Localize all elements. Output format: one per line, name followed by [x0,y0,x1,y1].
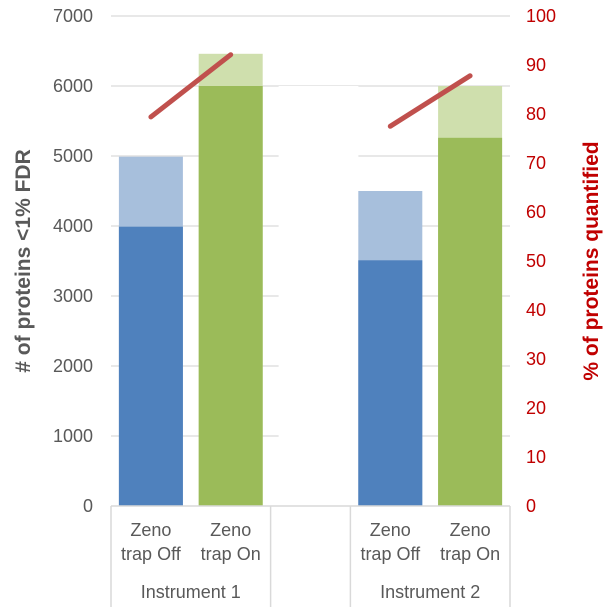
left-axis-title: # of proteins <1% FDR [12,149,35,372]
category-label: trap Off [121,544,182,564]
category-label: trap On [440,544,500,564]
y2-tick-label: 100 [526,6,556,26]
bar-quantified [358,260,423,506]
line-series [148,52,473,129]
category-label: Zeno [450,520,491,540]
blank-gap-bar [278,86,359,506]
y-tick-label: 2000 [53,356,93,376]
category-label: trap Off [360,544,421,564]
bar-quantified [118,226,183,506]
y-tick-label: 1000 [53,426,93,446]
y2-tick-label: 30 [526,349,546,369]
right-axis-ticks: 0 10 20 30 40 50 60 70 80 90 100 [526,6,556,516]
y-tick-label: 0 [83,496,93,516]
category-label: trap On [201,544,261,564]
left-axis-ticks: 0 1000 2000 3000 4000 5000 6000 7000 [53,6,93,516]
bar-quantified [198,86,263,506]
y2-tick-label: 0 [526,496,536,516]
y2-tick-label: 50 [526,251,546,271]
y2-tick-label: 10 [526,447,546,467]
percent-quantified-line [387,73,473,129]
category-label: Zeno [210,520,251,540]
y-tick-label: 7000 [53,6,93,26]
right-axis-title: % of proteins quantified [580,141,603,380]
x-axis: Zeno trap Off Zeno trap On Zeno trap Off Zeno t… [110,505,511,607]
y-tick-label: 5000 [53,146,93,166]
bars [118,53,503,507]
category-label: Zeno [130,520,171,540]
y-tick-label: 6000 [53,76,93,96]
y2-tick-label: 90 [526,55,546,75]
y2-tick-label: 40 [526,300,546,320]
y2-tick-label: 80 [526,104,546,124]
group-label: Instrument 1 [141,582,241,602]
y-tick-label: 4000 [53,216,93,236]
group-label: Instrument 2 [380,582,480,602]
percent-quantified-line [148,52,234,120]
bar-quantified [438,137,503,507]
y2-tick-label: 20 [526,398,546,418]
y2-tick-label: 70 [526,153,546,173]
category-label: Zeno [370,520,411,540]
y-tick-label: 3000 [53,286,93,306]
y2-tick-label: 60 [526,202,546,222]
